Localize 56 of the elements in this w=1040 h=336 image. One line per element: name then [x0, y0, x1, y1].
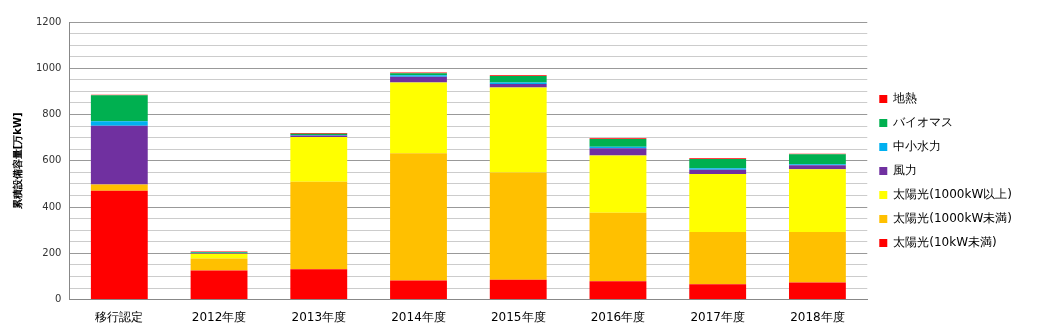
legend-label: 風力 [893, 163, 918, 178]
bar [789, 165, 846, 170]
legend-label: 太陽光(10kW未満) [893, 235, 997, 250]
legend-label: バイオマス [892, 115, 954, 130]
bar [489, 87, 547, 173]
bar [90, 190, 148, 300]
bar [90, 95, 148, 122]
bar [689, 284, 747, 300]
bar [290, 181, 348, 270]
bar [589, 155, 647, 213]
bar [789, 154, 846, 165]
bar [789, 169, 846, 233]
legend-label: 太陽光(1000kW以上) [893, 187, 1012, 202]
y-tick-label: 0 [55, 293, 62, 305]
y-tick-label: 800 [42, 108, 62, 120]
y-tick-label: 1200 [36, 15, 62, 27]
bar [90, 184, 148, 191]
bar [489, 279, 547, 300]
bar [689, 169, 747, 174]
bar [589, 212, 647, 282]
y-tick-label: 200 [42, 246, 62, 258]
y-tick-label: 600 [42, 154, 62, 166]
x-tick-label: 2012年度 [191, 309, 247, 324]
y-axis-title: 累積設備容量[万kW] [11, 112, 23, 211]
x-tick-label: 移行認定 [95, 309, 144, 324]
legend-label: 太陽光(1000kW未満) [893, 211, 1012, 226]
bar [290, 269, 348, 300]
bar [589, 139, 647, 147]
bar [390, 76, 447, 83]
bar [789, 282, 846, 300]
bar [90, 121, 148, 126]
bar [589, 281, 647, 300]
bar [390, 280, 447, 300]
legend-label: 中小水力 [893, 139, 942, 154]
bar [789, 232, 846, 283]
x-tick-label: 2016年度 [590, 309, 646, 324]
x-tick-label: 2017年度 [690, 309, 745, 324]
bar [190, 270, 248, 300]
y-tick-label: 400 [42, 200, 62, 212]
x-tick-label: 2013年度 [291, 309, 347, 324]
x-tick-label: 2018年度 [790, 309, 845, 324]
bar [689, 158, 747, 169]
bar [689, 232, 747, 285]
bar [489, 75, 547, 83]
x-tick-label: 2014年度 [391, 309, 446, 324]
bar [390, 82, 447, 154]
bar [489, 172, 547, 280]
bar [689, 173, 747, 233]
bar [589, 148, 647, 156]
x-tick-label: 2015年度 [490, 309, 546, 324]
bar [90, 125, 148, 185]
bar [190, 258, 248, 271]
bar [390, 153, 447, 281]
legend-label: 地熱 [892, 91, 918, 106]
y-tick-label: 1000 [36, 61, 62, 73]
bar [290, 136, 348, 182]
